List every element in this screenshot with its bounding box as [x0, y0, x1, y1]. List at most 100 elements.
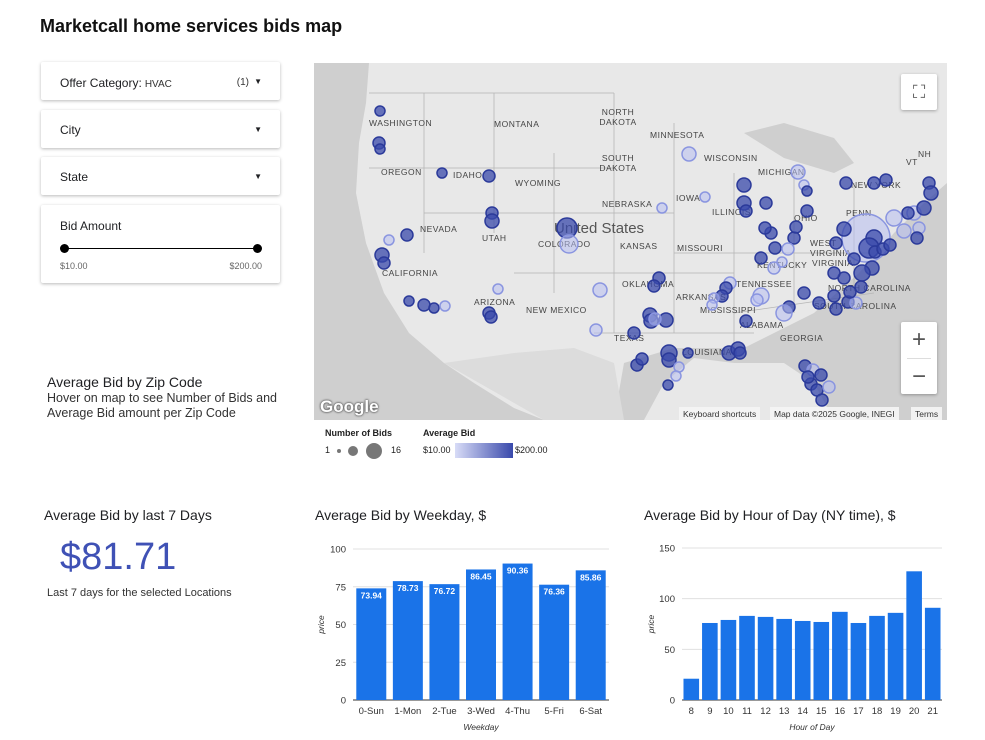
zip-bubble[interactable] — [736, 177, 752, 193]
zip-bubble[interactable] — [661, 352, 677, 368]
zip-bubble[interactable] — [879, 173, 893, 187]
zip-bubble[interactable] — [916, 200, 932, 216]
zip-bubble[interactable] — [754, 251, 768, 265]
zip-bubble[interactable] — [492, 283, 504, 295]
zip-bubble[interactable] — [627, 326, 641, 340]
zip-bubble[interactable] — [843, 285, 857, 299]
zip-bubble[interactable] — [853, 264, 871, 282]
zip-bubble[interactable] — [656, 202, 668, 214]
zip-bubble[interactable] — [758, 221, 772, 235]
zip-bubble[interactable] — [901, 206, 915, 220]
zip-bubble[interactable] — [829, 236, 843, 250]
zip-bubble[interactable] — [733, 346, 747, 360]
bar[interactable] — [850, 622, 867, 700]
zip-bubble[interactable] — [775, 304, 793, 322]
zip-bubble[interactable] — [836, 221, 852, 237]
zip-bubble[interactable] — [923, 185, 939, 201]
zip-bubble[interactable] — [739, 204, 753, 218]
bar[interactable] — [392, 581, 423, 700]
zip-bubble[interactable] — [484, 213, 500, 229]
zip-bubble[interactable] — [400, 228, 414, 242]
zip-bubble[interactable] — [417, 298, 431, 312]
zip-bubble[interactable] — [847, 252, 861, 266]
slider-min-handle[interactable] — [60, 244, 69, 253]
zip-bubble[interactable] — [682, 347, 694, 359]
zip-bubble[interactable] — [787, 231, 801, 245]
zip-bubble[interactable] — [635, 352, 649, 366]
zip-bubble[interactable] — [781, 242, 795, 256]
bids-map[interactable]: WASHINGTON MONTANA NORTH DAKOTA MINNESOT… — [314, 63, 947, 420]
zip-bubble[interactable] — [822, 380, 836, 394]
zip-bubble[interactable] — [849, 296, 863, 310]
zip-bubble[interactable] — [759, 196, 773, 210]
zip-bubble[interactable] — [867, 176, 881, 190]
zip-bubble[interactable] — [800, 204, 814, 218]
fullscreen-button[interactable]: ⛶ — [901, 74, 937, 110]
zip-bubble[interactable] — [797, 286, 811, 300]
zip-bubble[interactable] — [589, 323, 603, 337]
bar[interactable] — [575, 570, 606, 700]
keyboard-shortcuts-link[interactable]: Keyboard shortcuts — [679, 407, 761, 420]
zip-bubble[interactable] — [439, 300, 451, 312]
zip-bubble[interactable] — [883, 238, 897, 252]
zip-bubble[interactable] — [910, 231, 924, 245]
zip-bubble[interactable] — [801, 185, 813, 197]
zip-bubble[interactable] — [815, 393, 829, 407]
bar[interactable] — [502, 563, 533, 700]
zip-bubble[interactable] — [681, 146, 697, 162]
zip-bubble[interactable] — [699, 191, 711, 203]
zip-bubble[interactable] — [739, 314, 753, 328]
zip-bubble[interactable] — [662, 379, 674, 391]
zip-bubble[interactable] — [428, 302, 440, 314]
bar[interactable] — [832, 611, 848, 700]
bar[interactable] — [869, 615, 885, 700]
zip-bubble[interactable] — [801, 370, 815, 384]
zip-bubble[interactable] — [403, 295, 415, 307]
terms-link[interactable]: Terms — [911, 407, 943, 420]
bar[interactable] — [466, 569, 496, 700]
zip-bubble[interactable] — [814, 368, 828, 382]
zoom-out-button[interactable]: − — [911, 363, 926, 390]
dropdown-arrow-icon[interactable]: ▼ — [254, 77, 262, 86]
zip-bubble[interactable] — [768, 241, 782, 255]
zip-bubble[interactable] — [829, 302, 843, 316]
zip-bubble[interactable] — [559, 234, 579, 254]
zip-bubble[interactable] — [812, 296, 826, 310]
slider-max-handle[interactable] — [253, 244, 262, 253]
zip-bubble[interactable] — [750, 293, 764, 307]
zip-bubble[interactable] — [790, 164, 806, 180]
bar[interactable] — [776, 618, 792, 700]
zip-bubble[interactable] — [647, 279, 661, 293]
dropdown-arrow-icon[interactable]: ▼ — [254, 125, 262, 134]
city-filter[interactable]: City ▼ — [41, 110, 280, 148]
bar[interactable] — [720, 619, 737, 700]
state-filter[interactable]: State ▼ — [41, 157, 280, 195]
zip-bubble[interactable] — [648, 312, 662, 326]
zip-bubble[interactable] — [484, 310, 498, 324]
bar[interactable] — [683, 678, 700, 700]
zip-bubble[interactable] — [592, 282, 608, 298]
bar[interactable] — [429, 584, 460, 700]
zip-bubble[interactable] — [854, 280, 868, 294]
zip-bubble[interactable] — [896, 223, 912, 239]
zip-bubble[interactable] — [767, 261, 781, 275]
zip-bubble[interactable] — [827, 289, 841, 303]
zip-bubble[interactable] — [482, 169, 496, 183]
zip-bubble[interactable] — [885, 209, 903, 227]
zip-bubble[interactable] — [776, 256, 788, 268]
zip-bubble[interactable] — [374, 105, 386, 117]
zip-bubble[interactable] — [789, 220, 803, 234]
zip-bubble[interactable] — [436, 167, 448, 179]
bar[interactable] — [739, 615, 755, 700]
bar[interactable] — [887, 612, 904, 700]
zip-bubble[interactable] — [827, 266, 841, 280]
bar[interactable] — [356, 588, 387, 700]
bar[interactable] — [539, 584, 570, 700]
bar[interactable] — [794, 620, 811, 700]
zip-bubble[interactable] — [670, 370, 682, 382]
bar[interactable] — [906, 571, 922, 700]
zip-bubble[interactable] — [839, 176, 853, 190]
zip-bubble[interactable] — [383, 234, 395, 246]
bar[interactable] — [757, 616, 774, 700]
dropdown-arrow-icon[interactable]: ▼ — [254, 172, 262, 181]
